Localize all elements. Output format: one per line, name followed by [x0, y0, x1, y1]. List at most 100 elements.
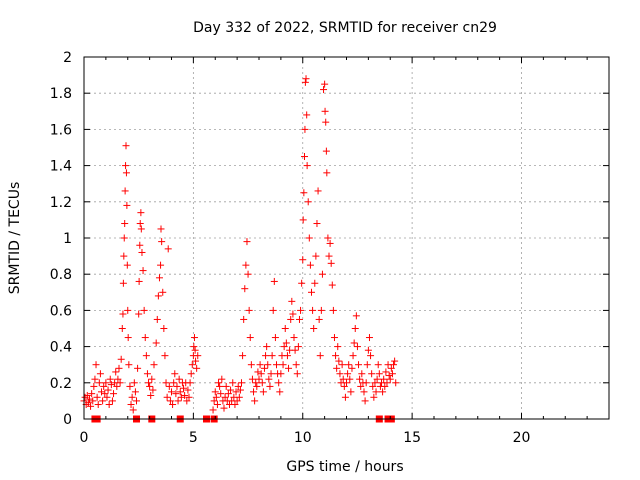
data-point [322, 118, 330, 126]
data-point [155, 274, 163, 282]
data-point [301, 78, 309, 86]
data-point [325, 252, 333, 260]
data-point [361, 397, 369, 405]
data-point [280, 343, 288, 351]
data-point [388, 370, 396, 378]
data-point [346, 375, 354, 383]
data-point [303, 111, 311, 119]
data-point [122, 169, 130, 177]
data-point [322, 147, 330, 155]
data-point [114, 375, 122, 383]
data-point [306, 261, 314, 269]
data-point [192, 357, 200, 365]
data-point [190, 334, 198, 342]
data-point [172, 390, 180, 398]
data-point [259, 388, 267, 396]
data-point [253, 382, 261, 390]
data-point [333, 364, 341, 372]
data-point [375, 370, 383, 378]
data-point [133, 397, 140, 405]
data-point [176, 388, 184, 396]
data-point [328, 281, 336, 289]
data-point [392, 379, 400, 387]
data-point [222, 382, 230, 390]
y-tick-label: 0.2 [50, 376, 72, 392]
data-point [168, 388, 175, 396]
data-point [99, 397, 107, 405]
data-point [256, 361, 264, 369]
data-point [264, 361, 272, 369]
data-point [290, 334, 298, 342]
data-point [323, 169, 331, 177]
data-point [343, 379, 350, 387]
data-point [94, 401, 102, 409]
data-point [269, 306, 277, 314]
data-point [217, 390, 225, 398]
data-point [365, 334, 373, 342]
data-point [183, 397, 191, 405]
data-point [293, 370, 301, 378]
data-point [250, 388, 258, 396]
data-point [276, 388, 284, 396]
data-point [332, 352, 340, 360]
data-point [180, 384, 188, 392]
data-point [262, 352, 270, 360]
data-point [87, 402, 95, 410]
data-point [298, 279, 306, 287]
data-point [338, 361, 346, 369]
data-point [292, 361, 300, 369]
data-point [374, 361, 382, 369]
data-point [318, 270, 326, 278]
data-point [153, 315, 161, 323]
data-point [159, 288, 167, 296]
data-point [317, 306, 325, 314]
data-point [246, 334, 254, 342]
data-point [119, 279, 127, 287]
x-tick-label: 20 [513, 430, 531, 446]
data-point [185, 393, 193, 401]
data-point [210, 397, 218, 405]
data-point [102, 379, 110, 387]
data-point [321, 80, 329, 88]
data-point [299, 216, 307, 224]
data-point [124, 334, 132, 342]
data-point [174, 397, 182, 405]
data-point [130, 379, 138, 387]
data-point [324, 234, 332, 242]
data-point [299, 256, 307, 264]
data-point [252, 379, 260, 387]
data-point [93, 393, 101, 401]
data-point [364, 346, 372, 354]
data-point [248, 375, 256, 383]
data-point [123, 201, 131, 209]
data-point [336, 370, 344, 378]
data-point [209, 406, 217, 414]
data-point [88, 390, 96, 398]
data-point [128, 393, 136, 401]
data-point [146, 382, 154, 390]
data-point [240, 315, 248, 323]
data-point [301, 153, 308, 161]
data-point [282, 339, 290, 347]
data-point [372, 388, 380, 396]
data-point [277, 370, 285, 378]
data-point [100, 382, 108, 390]
data-point [339, 375, 347, 383]
chart-title: Day 332 of 2022, SRMTID for receiver cn2… [193, 20, 497, 36]
data-point [136, 220, 144, 228]
data-point [367, 352, 375, 360]
data-point [124, 306, 132, 314]
data-point [108, 397, 116, 405]
data-point [177, 393, 185, 401]
x-tick-label: 10 [294, 430, 312, 446]
data-point [92, 361, 100, 369]
data-point [227, 386, 235, 394]
y-tick-label: 1 [63, 231, 72, 247]
data-point [315, 315, 323, 323]
data-point [221, 393, 229, 401]
data-point [187, 370, 195, 378]
data-point [287, 315, 295, 323]
data-point [149, 386, 157, 394]
data-point [390, 361, 398, 369]
y-tick-label: 1.6 [50, 122, 72, 138]
